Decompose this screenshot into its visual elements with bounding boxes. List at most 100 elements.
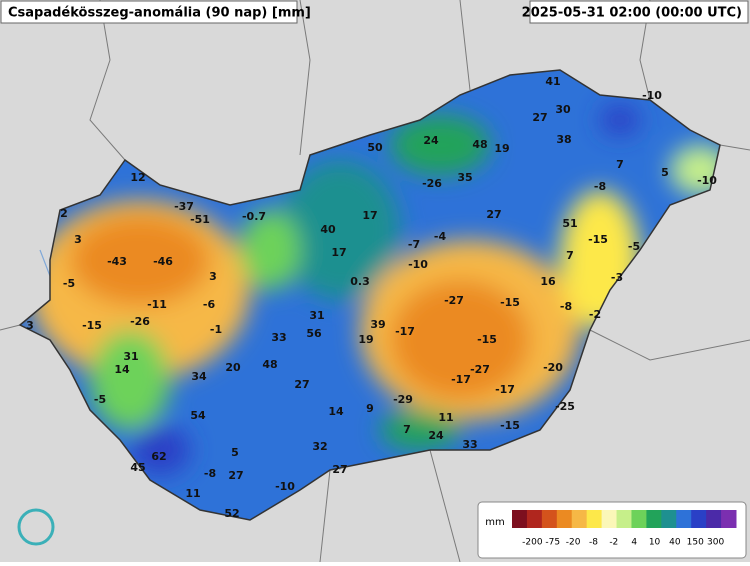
station-value: -51 [190,213,210,226]
legend-unit: mm [485,517,504,528]
station-value: 41 [545,75,560,88]
legend-tick-label: -8 [589,538,598,548]
station-value: 45 [130,461,145,474]
station-value: -2 [589,308,601,321]
station-value: -26 [130,315,150,328]
legend-swatch [541,510,558,528]
legend-tick-label: 4 [631,538,637,548]
station-value: 27 [332,463,347,476]
station-value: 30 [555,103,571,116]
station-value: -15 [477,333,497,346]
legend-swatch [691,510,707,528]
station-value: 17 [362,209,377,222]
station-value: 0.3 [350,275,370,288]
station-value: -11 [147,298,167,311]
station-value: 3 [26,319,34,332]
station-value: 16 [540,275,556,288]
station-value: 33 [271,331,286,344]
legend-swatch [721,510,737,528]
station-value: 2 [60,207,68,220]
legend-tick-label: -2 [609,538,618,548]
station-value: -15 [500,296,520,309]
station-value: -5 [63,277,75,290]
station-value: 51 [562,217,577,230]
station-value: 9 [366,402,374,415]
station-value: -27 [470,363,490,376]
station-value: 12 [130,171,145,184]
legend-swatch [512,510,528,528]
legend: mm -200 -75 -20 -8 -2 4 10 40 150 300 [485,510,737,548]
station-value: 24 [423,134,439,147]
station-value: -6 [203,298,216,311]
station-value: -25 [555,400,575,413]
legend-tick-label: -75 [545,538,560,548]
station-value: -10 [275,480,295,493]
station-value: 31 [123,350,138,363]
station-value: -10 [697,174,717,187]
station-value: 14 [114,363,130,376]
legend-swatch [631,510,647,528]
station-value: 7 [566,249,574,262]
station-value: 20 [225,361,241,374]
station-value: -29 [393,393,413,406]
station-value: -20 [543,361,563,374]
station-value: 40 [320,223,336,236]
station-value: -5 [628,240,640,253]
station-value: 48 [262,358,277,371]
station-value: 32 [312,440,327,453]
station-value: -8 [594,180,606,193]
station-value: 27 [486,208,501,221]
station-value: -17 [495,383,515,396]
station-value: -10 [408,258,428,271]
legend-tick-label: -200 [522,538,543,548]
station-value: 3 [209,270,217,283]
station-value: -4 [434,230,447,243]
station-value: -15 [82,319,102,332]
legend-swatch [616,510,632,528]
station-value: -8 [560,300,572,313]
legend-swatch [526,510,543,528]
legend-swatch [571,510,588,528]
station-value: 54 [190,409,206,422]
station-value: 35 [457,171,472,184]
station-value: -1 [210,323,222,336]
legend-tick-label: 10 [649,538,661,548]
station-value: 39 [370,318,385,331]
legend-tick-label: 40 [669,538,681,548]
station-value: 38 [556,133,571,146]
station-value: -26 [422,177,442,190]
station-value: 56 [306,327,322,340]
station-value: 27 [294,378,309,391]
legend-swatch [661,510,677,528]
station-value: 50 [367,141,383,154]
station-value: 11 [438,411,453,424]
station-value: -17 [451,373,471,386]
station-value: 5 [661,166,669,179]
station-value: 14 [328,405,344,418]
station-value: -0.7 [242,210,266,223]
station-value: -7 [408,238,420,251]
station-value: 7 [616,158,624,171]
legend-swatch [646,510,662,528]
station-value: 24 [428,429,444,442]
station-value: -10 [642,89,662,102]
title-box [0,0,298,24]
station-value: 31 [309,309,324,322]
station-value: -27 [444,294,464,307]
station-value: 17 [331,246,346,259]
station-value: -15 [500,419,520,432]
station-value: -46 [153,255,173,268]
station-value: 62 [151,450,166,463]
legend-swatch [706,510,722,528]
station-value: 27 [532,111,547,124]
station-value: -3 [611,271,623,284]
station-value: -15 [588,233,608,246]
station-value: 7 [403,423,411,436]
legend-tick-label: -20 [566,538,581,548]
legend-tick-label: 300 [707,538,724,548]
station-value: 27 [228,469,243,482]
